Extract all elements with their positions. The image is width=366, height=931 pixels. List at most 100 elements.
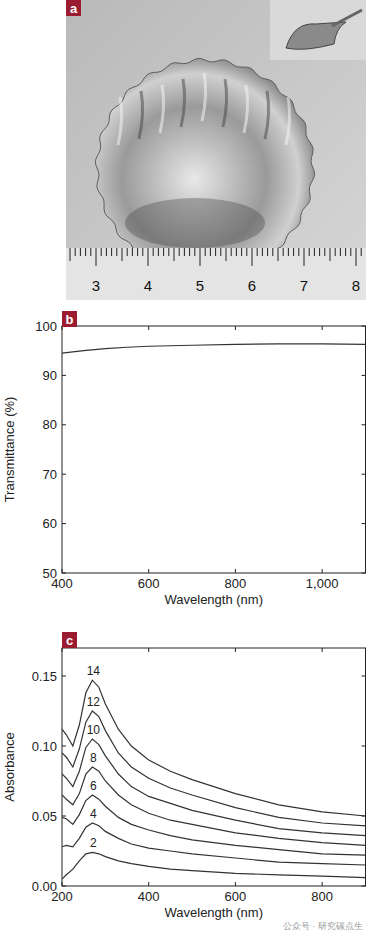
- ruler-tick: [163, 248, 164, 256]
- y-tick: [362, 375, 366, 376]
- curve-label: 12: [87, 695, 101, 709]
- ruler-tick: [278, 248, 279, 261]
- ruler-tick: [262, 248, 263, 256]
- y-tick: [62, 474, 66, 475]
- ruler-tick: [345, 248, 346, 256]
- film-wrinkle: [265, 91, 269, 139]
- ruler-tick: [85, 248, 86, 256]
- x-tick: [62, 648, 63, 652]
- y-tick: [62, 375, 66, 376]
- x-tick-label: 800: [311, 889, 333, 904]
- x-tick: [322, 882, 323, 886]
- ruler-tick: [361, 248, 362, 256]
- ruler-tick: [210, 248, 211, 256]
- y-tick: [62, 523, 66, 524]
- ruler-tick: [137, 248, 138, 256]
- ruler-label: 4: [144, 277, 152, 294]
- y-tick-label: 100: [35, 319, 57, 334]
- panel-label: c: [66, 633, 73, 648]
- ruler-tick: [184, 248, 185, 256]
- ruler-tick: [267, 248, 268, 256]
- y-tick: [62, 676, 66, 677]
- film-wrinkle: [118, 97, 122, 145]
- curve-label: 4: [90, 807, 97, 821]
- ruler-tick: [324, 248, 325, 256]
- ruler-label: 8: [352, 277, 360, 294]
- ruler-label: 3: [92, 277, 100, 294]
- ruler-tick: [231, 248, 232, 256]
- series-line: [62, 739, 366, 836]
- ruler-label: 7: [300, 277, 308, 294]
- ruler-tick: [340, 248, 341, 256]
- curve-label: 2: [90, 836, 97, 850]
- ruler-tick: [335, 248, 336, 256]
- y-tick: [362, 523, 366, 524]
- ruler-tick: [330, 248, 331, 261]
- ruler-tick: [309, 248, 310, 256]
- curve-label: 10: [87, 723, 101, 737]
- panel-label-box: [62, 311, 77, 327]
- ruler-tick: [111, 248, 112, 256]
- y-tick: [62, 746, 66, 747]
- x-tick-label: 200: [51, 889, 73, 904]
- ruler-tick: [200, 248, 201, 266]
- x-tick: [235, 882, 236, 886]
- curve-label: 14: [87, 664, 101, 678]
- ruler-tick: [142, 248, 143, 256]
- film-wrinkle: [244, 85, 248, 133]
- series-line: [62, 344, 366, 353]
- watermark: 公众号 · 研究碳点生: [283, 921, 363, 931]
- y-tick: [362, 474, 366, 475]
- film-wrinkle: [286, 97, 290, 145]
- y-tick-label: 90: [43, 368, 57, 383]
- ruler-tick: [96, 248, 97, 266]
- ruler-tick: [80, 248, 81, 256]
- ruler-tick: [158, 248, 159, 256]
- ruler-tick: [148, 248, 149, 266]
- x-tick: [235, 569, 236, 573]
- x-axis-title: Wavelength (nm): [165, 592, 264, 607]
- x-tick: [148, 882, 149, 886]
- ruler-tick: [127, 248, 128, 256]
- figure: 345678a50607080901004006008001,000Wavele…: [0, 0, 366, 931]
- ruler-tick: [288, 248, 289, 256]
- ruler-tick: [75, 248, 76, 256]
- ruler-tick: [153, 248, 154, 256]
- ruler-tick: [283, 248, 284, 256]
- inset-film: [286, 22, 346, 49]
- ruler-tick: [350, 248, 351, 256]
- film-reflection: [125, 198, 265, 248]
- ruler-tick: [101, 248, 102, 256]
- curve-label: 8: [90, 751, 97, 765]
- y-tick-label: 80: [43, 417, 57, 432]
- x-axis-title: Wavelength (nm): [165, 905, 264, 920]
- ruler-tick: [189, 248, 190, 256]
- y-tick: [362, 326, 366, 327]
- ruler-tick: [179, 248, 180, 256]
- x-tick: [322, 648, 323, 652]
- y-tick: [62, 573, 66, 574]
- y-tick: [62, 424, 66, 425]
- ruler-tick: [122, 248, 123, 261]
- y-tick: [362, 746, 366, 747]
- ruler-tick: [257, 248, 258, 256]
- x-tick-label: 400: [138, 889, 160, 904]
- y-tick-label: 60: [43, 516, 57, 531]
- x-tick-label: 600: [225, 889, 247, 904]
- ruler-tick: [252, 248, 253, 266]
- ruler-tick: [215, 248, 216, 256]
- ruler-tick: [241, 248, 242, 256]
- ruler-label: 6: [248, 277, 256, 294]
- x-tick: [322, 569, 323, 573]
- ruler-tick: [168, 248, 169, 256]
- y-tick-label: 0.10: [32, 739, 57, 754]
- y-tick-label: 0.15: [32, 669, 57, 684]
- y-tick-label: 0.05: [32, 809, 57, 824]
- series-line: [62, 680, 366, 816]
- curve-label: 6: [90, 779, 97, 793]
- film-wrinkle: [202, 73, 206, 121]
- ruler-tick: [293, 248, 294, 256]
- film-wrinkle: [160, 85, 164, 133]
- ruler-tick: [356, 248, 357, 266]
- y-tick: [362, 886, 366, 887]
